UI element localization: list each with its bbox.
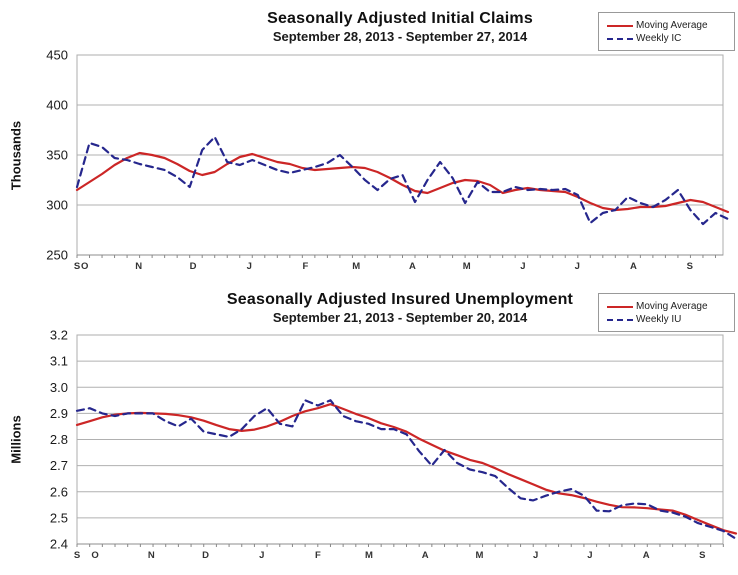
- y-tick-label: 2.6: [50, 484, 68, 499]
- x-month-label: A: [409, 261, 416, 272]
- x-month-label: M: [365, 550, 373, 561]
- legend-row-weekly-iu: Weekly IU: [607, 314, 728, 325]
- initial-claims-legend: Moving Average Weekly IC: [598, 12, 735, 51]
- y-tick-label: 400: [46, 98, 68, 113]
- x-month-label: O: [81, 261, 88, 272]
- legend-label-weekly-ic: Weekly IC: [636, 33, 682, 44]
- x-month-label: M: [475, 550, 483, 561]
- y-tick-label: 350: [46, 148, 68, 163]
- legend-row-moving-average: Moving Average: [607, 20, 728, 31]
- moving-average-line-swatch: [607, 24, 633, 27]
- legend-row-weekly-ic: Weekly IC: [607, 33, 728, 44]
- y-tick-label: 3.2: [50, 328, 68, 343]
- x-month-label: M: [463, 261, 471, 272]
- moving-average-line-swatch: [607, 305, 633, 308]
- weekly-iu-line-swatch: [607, 318, 633, 321]
- weekly-ic-line: [75, 135, 730, 226]
- legend-label-moving-average: Moving Average: [636, 20, 708, 31]
- legend-label-moving-average: Moving Average: [636, 301, 708, 312]
- x-month-label: S: [687, 261, 693, 272]
- y-tick-label: 3.1: [50, 354, 68, 369]
- x-month-label: A: [630, 261, 637, 272]
- x-month-label: O: [91, 550, 98, 561]
- y-tick-label: 2.8: [50, 432, 68, 447]
- x-month-label: N: [135, 261, 142, 272]
- insured-unemployment-subtitle: September 21, 2013 - September 20, 2014: [272, 310, 528, 325]
- weekly-ic-line-swatch: [607, 37, 633, 40]
- x-month-label: A: [643, 550, 650, 561]
- x-month-label: J: [533, 550, 538, 561]
- x-month-label: S: [74, 550, 80, 561]
- weekly-iu-line: [75, 399, 738, 540]
- x-month-label: D: [202, 550, 209, 561]
- x-month-label: S: [699, 550, 705, 561]
- legend-row-moving-average: Moving Average: [607, 301, 728, 312]
- y-tick-label: 300: [46, 198, 68, 213]
- y-tick-label: 2.7: [50, 458, 68, 473]
- x-month-label: J: [259, 550, 264, 561]
- x-month-label: M: [352, 261, 360, 272]
- x-month-label: J: [587, 550, 592, 561]
- x-month-label: A: [422, 550, 429, 561]
- y-tick-label: 2.9: [50, 406, 68, 421]
- y-tick-label: 2.5: [50, 510, 68, 525]
- x-month-label: J: [247, 261, 252, 272]
- insured-unemployment-legend: Moving Average Weekly IU: [598, 293, 735, 332]
- x-month-label: J: [520, 261, 525, 272]
- y-tick-label: 2.4: [50, 537, 68, 552]
- y-axis-unit-thousands: Thousands: [8, 120, 24, 191]
- initial-claims-subtitle: September 28, 2013 - September 27, 2014: [272, 29, 528, 44]
- y-axis-unit-millions: Millions: [8, 415, 24, 464]
- insured-unemployment-title: Seasonally Adjusted Insured Unemployment: [226, 291, 574, 308]
- x-month-label: S: [74, 261, 80, 272]
- x-month-label: F: [302, 261, 308, 272]
- y-tick-label: 250: [46, 248, 68, 263]
- x-month-label: J: [575, 261, 580, 272]
- moving-average-line: [75, 151, 730, 214]
- y-tick-label: 3.0: [50, 380, 68, 395]
- x-month-label: N: [148, 550, 155, 561]
- legend-label-weekly-iu: Weekly IU: [636, 314, 682, 325]
- initial-claims-title: Seasonally Adjusted Initial Claims: [267, 10, 533, 27]
- x-month-label: D: [190, 261, 197, 272]
- x-month-label: F: [315, 550, 321, 561]
- moving-average-line: [75, 403, 738, 535]
- y-tick-label: 450: [46, 48, 68, 63]
